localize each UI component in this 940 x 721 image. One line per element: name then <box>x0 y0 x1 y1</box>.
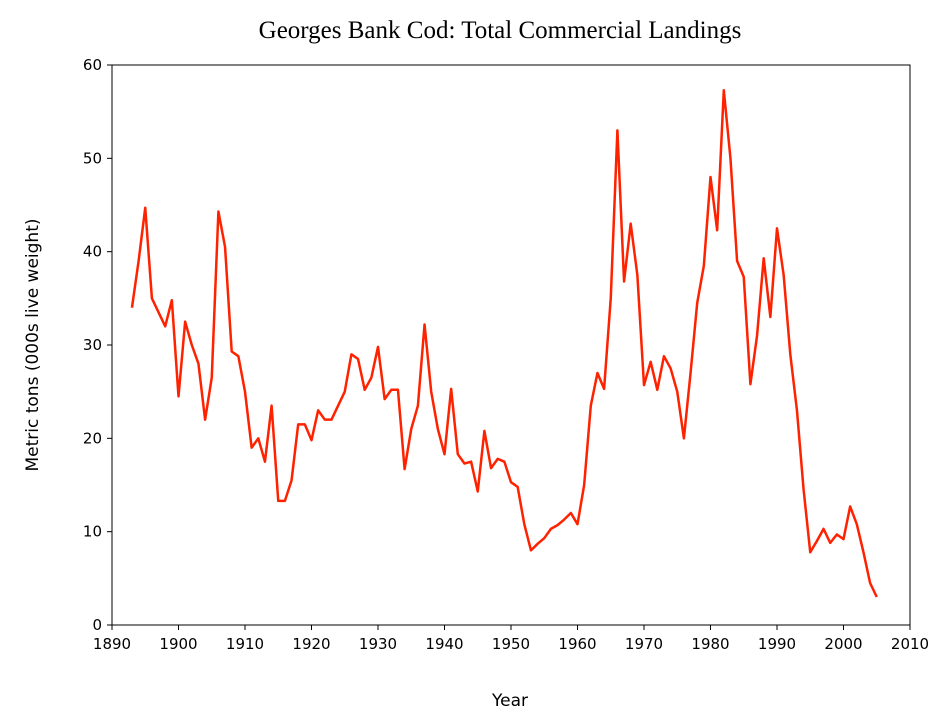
y-tick-label: 60 <box>83 56 102 74</box>
x-tick-label: 1900 <box>159 635 197 653</box>
x-tick-label: 1990 <box>758 635 796 653</box>
x-axis-title: Year <box>491 691 528 711</box>
y-tick-label: 50 <box>83 149 102 167</box>
chart-title: Georges Bank Cod: Total Commercial Landi… <box>259 17 742 44</box>
x-tick-label: 1890 <box>93 635 131 653</box>
x-tick-label: 1940 <box>425 635 463 653</box>
y-tick-label: 10 <box>83 523 102 541</box>
x-tick-label: 1970 <box>625 635 663 653</box>
y-axis-title: Metric tons (000s live weight) <box>23 218 43 471</box>
data-line <box>130 88 878 598</box>
x-tick-label: 2000 <box>824 635 862 653</box>
x-tick-label: 1950 <box>492 635 530 653</box>
x-tick-label: 2010 <box>891 635 929 653</box>
y-tick-label: 30 <box>83 336 102 354</box>
x-tick-label: 1920 <box>292 635 330 653</box>
x-tick-label: 1930 <box>359 635 397 653</box>
y-tick-label: 20 <box>83 429 102 447</box>
y-tick-label: 40 <box>83 243 102 261</box>
x-tick-label: 1910 <box>226 635 264 653</box>
x-tick-label: 1960 <box>558 635 596 653</box>
y-tick-label: 0 <box>92 616 102 634</box>
x-tick-label: 1980 <box>691 635 729 653</box>
